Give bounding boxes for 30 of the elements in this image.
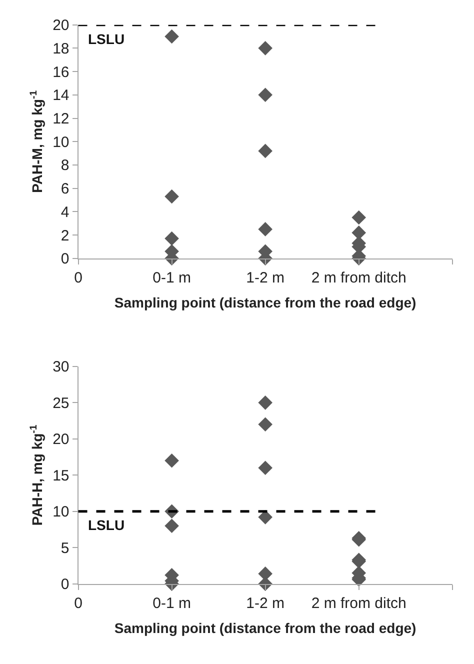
y-tick-label: 10 xyxy=(52,504,70,521)
y-tick-label: 8 xyxy=(60,157,70,174)
ref-line-label: LSLU xyxy=(88,517,125,533)
x-tick-label: 0-1 m xyxy=(152,269,191,286)
y-tick-label: 30 xyxy=(52,358,70,376)
x-tick-label: 2 m from ditch xyxy=(311,594,406,612)
y-tick-label: 20 xyxy=(52,17,70,34)
x-tick-label: 1-2 m xyxy=(246,594,284,612)
x-axis-title: Sampling point (distance from the road edge) xyxy=(114,620,416,636)
x-tick-label: 1-2 m xyxy=(246,269,284,286)
y-tick-label: 0 xyxy=(60,576,70,594)
y-tick-label: 18 xyxy=(52,40,70,58)
y-tick-label: 20 xyxy=(52,431,70,448)
y-tick-label: 14 xyxy=(52,87,70,104)
y-tick-label: 25 xyxy=(52,394,70,412)
y-tick-label: 15 xyxy=(52,467,70,484)
x-tick-label: 2 m from ditch xyxy=(311,269,406,286)
y-tick-label: 16 xyxy=(52,64,70,81)
y-tick-label: 12 xyxy=(52,110,70,128)
y-tick-label: 6 xyxy=(60,180,70,198)
x-tick-label: 0-1 m xyxy=(152,594,191,612)
x-tick-label: 0 xyxy=(74,269,82,286)
y-tick-label: 2 xyxy=(60,227,70,244)
y-tick-label: 4 xyxy=(60,204,70,221)
y-tick-label: 5 xyxy=(60,540,70,557)
ref-line-label: LSLU xyxy=(88,31,125,47)
y-tick-label: 10 xyxy=(52,134,70,151)
x-tick-label: 0 xyxy=(74,594,82,612)
y-tick-label: 0 xyxy=(60,250,70,268)
x-axis-title: Sampling point (distance from the road edge) xyxy=(114,294,416,311)
